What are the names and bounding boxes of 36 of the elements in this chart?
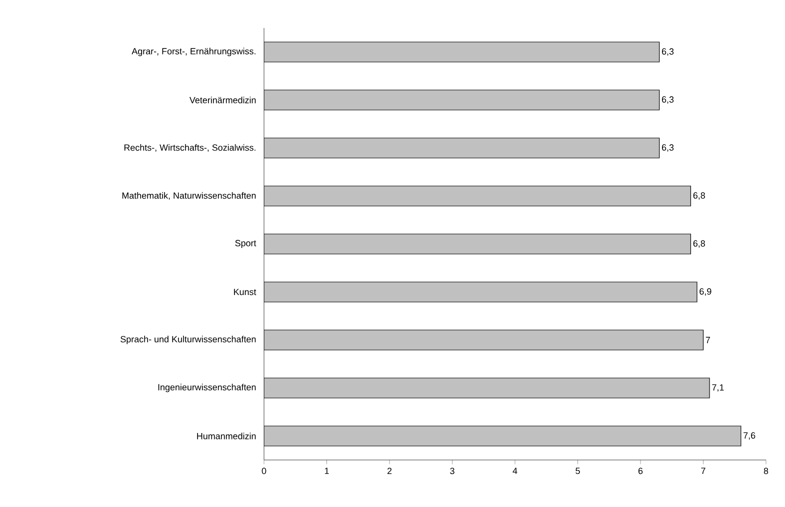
data-label: 7 xyxy=(706,336,710,344)
x-tick-label: 7 xyxy=(701,468,706,474)
y-tick-label: Ingenieurwissenschaften xyxy=(158,384,256,392)
y-tick-label: Sport xyxy=(235,240,256,248)
bar xyxy=(264,186,692,206)
x-tick-label: 1 xyxy=(324,468,329,474)
data-label: 6,3 xyxy=(662,144,674,152)
data-label: 6,3 xyxy=(662,96,674,104)
data-label: 7,6 xyxy=(744,432,756,440)
data-label: 6,3 xyxy=(662,48,674,56)
y-tick-label: Rechts-, Wirtschafts-, Sozialwiss. xyxy=(124,144,256,152)
bar xyxy=(264,42,660,62)
x-tick-label: 3 xyxy=(450,468,454,474)
data-label: 7,1 xyxy=(712,384,724,392)
data-label: 6,8 xyxy=(693,240,705,248)
bar xyxy=(264,138,660,158)
x-tick-label: 8 xyxy=(764,468,768,474)
bar xyxy=(264,282,698,302)
bar xyxy=(264,90,660,110)
y-tick-label: Mathematik, Naturwissenschaften xyxy=(122,192,256,200)
x-tick-label: 0 xyxy=(262,468,266,474)
y-tick-label: Sprach- und Kulturwissenschaften xyxy=(120,336,256,344)
bar xyxy=(264,378,710,398)
data-label: 6,9 xyxy=(700,288,712,296)
x-tick-label: 5 xyxy=(576,468,580,474)
y-tick-label: Humanmedizin xyxy=(197,432,256,440)
x-tick-label: 6 xyxy=(638,468,643,474)
x-tick-label: 4 xyxy=(512,468,518,474)
bar xyxy=(264,234,692,254)
x-tick-label: 2 xyxy=(387,468,392,474)
data-label: 6,8 xyxy=(693,192,705,200)
bar xyxy=(264,426,742,446)
y-tick-label: Agrar-, Forst-, Ernährungswiss. xyxy=(132,48,256,56)
y-tick-label: Veterinärmedizin xyxy=(190,96,256,104)
bar xyxy=(264,330,704,350)
y-tick-label: Kunst xyxy=(234,288,256,296)
